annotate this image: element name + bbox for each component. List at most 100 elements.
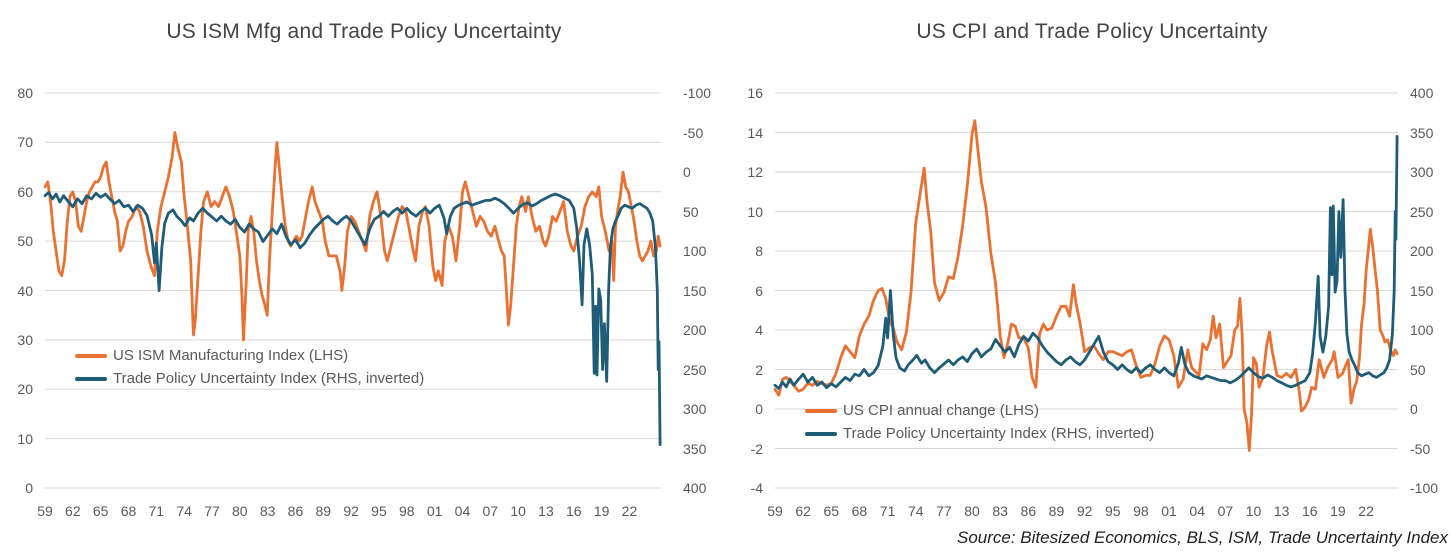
left-axis-tick-label: 10 <box>747 203 763 220</box>
x-axis-tick-label: 19 <box>1330 503 1346 519</box>
left-axis-tick-label: 8 <box>755 243 763 259</box>
legend-item: US ISM Manufacturing Index (LHS) <box>75 344 424 367</box>
right-axis-tick-label: 50 <box>1410 361 1426 378</box>
chart-title-cpi: US CPI and Trade Policy Uncertainty <box>916 20 1268 43</box>
x-axis-tick-label: 68 <box>120 503 137 519</box>
chart-panel-cpi: US CPI and Trade Policy Uncertainty 16 14… <box>728 0 1456 552</box>
x-axis-tick-label: 98 <box>1133 503 1149 519</box>
right-axis-tick-label: -50 <box>1410 440 1431 457</box>
left-axis-tick-label: 14 <box>747 124 763 141</box>
left-axis-tick-label: 2 <box>755 361 763 378</box>
x-axis-tick-label: 07 <box>482 503 499 519</box>
legend-label: Trade Policy Uncertainty Index (RHS, inv… <box>843 425 1155 442</box>
x-axis-tick-label: 80 <box>232 503 248 519</box>
left-axis-tick-label: 12 <box>747 164 763 180</box>
x-axis-tick-label: 65 <box>92 503 109 519</box>
x-axis-tick-label: 86 <box>1020 503 1037 519</box>
right-axis-tick-label: 300 <box>683 401 707 417</box>
x-axis-tick-label: 65 <box>823 503 840 519</box>
x-axis-tick-label: 07 <box>1217 503 1234 519</box>
legend-item: Trade Policy Uncertainty Index (RHS, inv… <box>805 422 1154 445</box>
right-axis-tick-label: 250 <box>1410 203 1434 220</box>
right-axis-tick-label: 100 <box>683 243 707 259</box>
left-axis-tick-label: 80 <box>17 85 33 101</box>
legend-label: Trade Policy Uncertainty Index (RHS, inv… <box>113 370 425 387</box>
x-axis-tick-label: 13 <box>1273 503 1290 519</box>
x-axis-tick-label: 80 <box>964 503 980 519</box>
legend: US CPI annual change (LHS) Trade Policy U… <box>805 399 1154 445</box>
right-axis-tick-label: -50 <box>683 124 704 141</box>
x-axis-tick-label: 59 <box>767 503 783 519</box>
right-axis-tick-label: 100 <box>1410 322 1434 338</box>
left-axis-tick-label: 6 <box>755 282 763 299</box>
x-axis-tick-label: 19 <box>593 503 610 519</box>
x-axis-tick-label: 16 <box>1302 503 1318 519</box>
right-axis-tick-label: 0 <box>683 164 691 180</box>
right-axis-tick-label: -100 <box>683 85 712 101</box>
right-axis-tick-label: -100 <box>1410 480 1439 496</box>
x-axis-tick-label: 95 <box>371 503 387 519</box>
left-axis-tick-label: 4 <box>755 322 763 338</box>
x-axis-tick-label: 86 <box>287 503 304 519</box>
left-axis-tick-label: 16 <box>747 85 763 101</box>
left-axis-tick-label: 30 <box>17 331 33 348</box>
left-axis-tick-label: 10 <box>17 430 33 447</box>
x-axis-tick-label: 01 <box>1161 503 1177 519</box>
x-axis-tick-label: 62 <box>795 503 811 519</box>
x-axis-tick-label: 22 <box>1358 503 1374 519</box>
x-axis-tick-label: 92 <box>1076 503 1093 519</box>
left-axis-tick-label: 40 <box>17 282 33 299</box>
left-axis-tick-label: 20 <box>17 381 33 398</box>
legend-line-swatch <box>805 408 837 413</box>
legend-line-swatch <box>805 431 837 436</box>
legend-line-swatch <box>75 376 107 381</box>
x-axis-tick-label: 71 <box>879 503 896 519</box>
series-line-ism <box>43 131 662 342</box>
left-axis-tick-label: 0 <box>755 401 763 417</box>
left-axis-tick-label: -4 <box>750 480 763 496</box>
legend-line-swatch <box>75 353 107 358</box>
chart-panel-ism: US ISM Mfg and Trade Policy Uncertainty … <box>17 20 712 519</box>
chart-title-ism: US ISM Mfg and Trade Policy Uncertainty <box>166 20 562 43</box>
x-axis-tick-label: 77 <box>204 503 220 519</box>
right-axis-tick-label: 0 <box>1410 401 1418 417</box>
x-axis-tick-label: 62 <box>65 503 81 519</box>
x-axis-tick-label: 98 <box>399 503 415 519</box>
x-axis-tick-label: 10 <box>510 503 526 519</box>
left-axis-tick-label: -2 <box>750 440 763 457</box>
x-axis-tick-label: 04 <box>454 503 471 519</box>
x-axis-tick-label: 92 <box>343 503 359 519</box>
right-axis-tick-label: 150 <box>683 282 707 299</box>
left-axis-tick-label: 50 <box>17 233 33 250</box>
legend-label: US CPI annual change (LHS) <box>843 402 1039 419</box>
right-axis-tick-label: 150 <box>1410 282 1434 299</box>
right-axis-tick-label: 200 <box>1410 243 1434 259</box>
x-axis-tick-label: 89 <box>1048 503 1065 519</box>
left-axis-tick-label: 0 <box>25 480 33 496</box>
x-axis-tick-label: 71 <box>148 503 165 519</box>
x-axis-tick-label: 74 <box>907 503 924 519</box>
legend-item: US CPI annual change (LHS) <box>805 399 1154 422</box>
x-axis-tick-label: 01 <box>426 503 443 519</box>
right-axis-tick-label: 250 <box>683 361 707 378</box>
x-axis-tick-label: 89 <box>315 503 332 519</box>
x-axis-tick-label: 10 <box>1245 503 1262 519</box>
left-axis-tick-label: 60 <box>17 183 33 200</box>
right-axis-tick-label: 50 <box>683 203 699 220</box>
x-axis-tick-label: 77 <box>936 503 952 519</box>
x-axis-tick-label: 22 <box>621 503 638 519</box>
x-axis-tick-label: 83 <box>259 503 276 519</box>
x-axis-tick-label: 04 <box>1189 503 1205 519</box>
legend-item: Trade Policy Uncertainty Index (RHS, inv… <box>75 367 424 390</box>
x-axis-tick-label: 68 <box>851 503 868 519</box>
plot-area-1 <box>773 92 1399 489</box>
series-line-tpu <box>43 191 662 447</box>
plot-area-0 <box>43 92 662 489</box>
x-axis-tick-label: 95 <box>1104 503 1121 519</box>
right-axis-tick-label: 300 <box>1410 164 1434 180</box>
legend: US ISM Manufacturing Index (LHS) Trade Po… <box>75 344 424 390</box>
series-line-tpu <box>773 134 1399 390</box>
x-axis-tick-label: 13 <box>538 503 554 519</box>
x-axis-tick-label: 74 <box>176 503 192 519</box>
